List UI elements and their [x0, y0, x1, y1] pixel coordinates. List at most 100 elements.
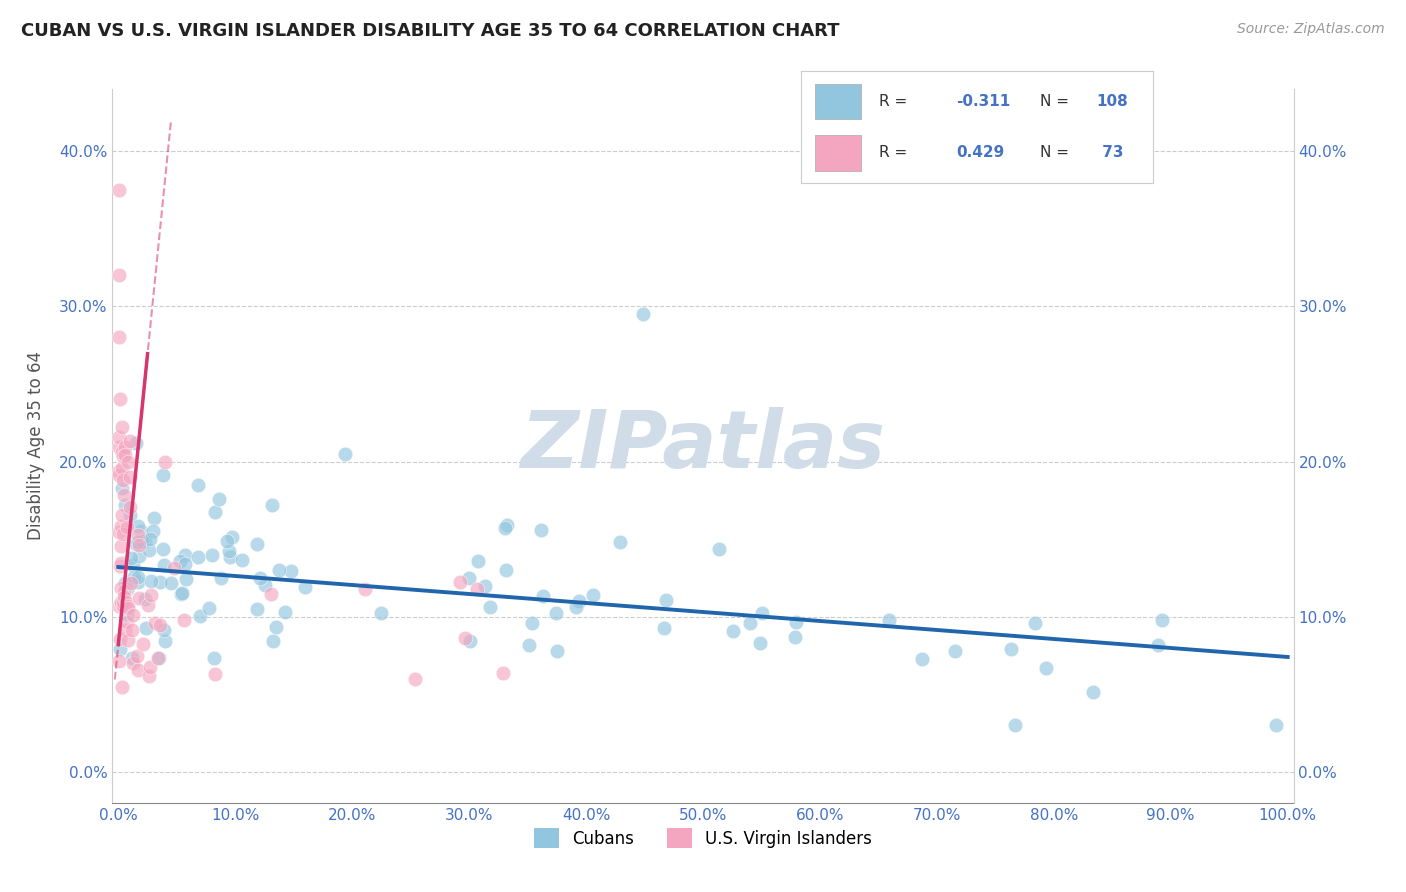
Point: [110, 581, 132, 595]
Text: Source: ZipAtlas.com: Source: ZipAtlas.com: [1237, 22, 1385, 37]
Text: N =: N =: [1040, 94, 1070, 109]
Point: [170, 586, 193, 600]
Point: [143, 615, 166, 630]
Point: [149, 618, 172, 632]
Point: [404, 672, 426, 686]
Point: [163, 561, 186, 575]
Point: [148, 650, 170, 665]
Point: [125, 537, 148, 551]
Point: [120, 508, 142, 523]
Y-axis label: Disability Age 35 to 64: Disability Age 35 to 64: [27, 351, 45, 541]
Text: R =: R =: [879, 145, 907, 161]
Point: [114, 448, 136, 462]
Point: [118, 470, 141, 484]
Point: [134, 534, 156, 549]
Point: [122, 607, 145, 622]
Point: [707, 542, 730, 557]
Point: [112, 590, 135, 604]
Point: [1265, 718, 1288, 732]
Point: [110, 420, 132, 434]
Point: [370, 607, 392, 621]
Point: [117, 632, 139, 647]
Point: [120, 550, 142, 565]
Point: [457, 571, 479, 585]
Point: [751, 607, 773, 621]
Point: [149, 574, 172, 589]
Point: [264, 620, 287, 634]
Point: [111, 473, 134, 487]
Point: [127, 535, 149, 549]
Point: [120, 434, 142, 449]
Point: [201, 549, 224, 563]
Point: [122, 657, 145, 671]
Point: [160, 576, 183, 591]
Point: [1083, 685, 1105, 699]
Point: [135, 621, 157, 635]
Text: 73: 73: [1097, 145, 1123, 161]
Point: [246, 537, 269, 551]
Point: [141, 574, 163, 588]
Point: [110, 642, 132, 657]
Point: [467, 553, 489, 567]
Point: [478, 600, 501, 615]
Point: [204, 505, 226, 519]
Point: [117, 599, 139, 613]
Point: [1004, 718, 1026, 732]
Point: [120, 575, 142, 590]
Point: [740, 615, 762, 630]
Point: [652, 621, 675, 635]
Point: [127, 569, 149, 583]
Point: [114, 440, 136, 454]
Point: [138, 669, 160, 683]
Point: [114, 575, 136, 590]
Point: [117, 582, 139, 596]
Point: [546, 644, 568, 658]
Point: [111, 599, 134, 613]
Point: [110, 392, 132, 407]
Point: [121, 650, 143, 665]
Point: [111, 449, 134, 463]
Point: [520, 615, 543, 630]
Point: [108, 632, 131, 646]
Point: [209, 571, 232, 585]
Point: [495, 563, 517, 577]
Point: [783, 631, 806, 645]
Point: [111, 481, 134, 495]
Point: [531, 589, 554, 603]
Point: [465, 582, 488, 596]
Point: [631, 307, 654, 321]
Point: [204, 666, 226, 681]
Point: [721, 624, 744, 639]
Point: [749, 636, 772, 650]
Point: [530, 523, 553, 537]
Point: [127, 528, 149, 542]
Text: 108: 108: [1097, 94, 1129, 109]
Point: [142, 511, 165, 525]
Point: [174, 558, 197, 572]
Point: [495, 517, 517, 532]
Point: [108, 599, 131, 614]
Point: [139, 532, 162, 546]
Point: [108, 467, 131, 482]
Point: [141, 588, 163, 602]
Point: [609, 534, 631, 549]
Point: [114, 624, 136, 638]
Text: -0.311: -0.311: [956, 94, 1011, 109]
Point: [117, 454, 139, 468]
Point: [152, 468, 174, 483]
Point: [108, 655, 131, 669]
Point: [152, 541, 174, 556]
Point: [187, 478, 209, 492]
Point: [246, 602, 269, 616]
Point: [114, 595, 136, 609]
Point: [125, 436, 148, 450]
Point: [115, 520, 138, 534]
Point: [111, 444, 134, 458]
Point: [785, 615, 807, 629]
Point: [458, 634, 481, 648]
Point: [128, 538, 150, 552]
Text: 0.429: 0.429: [956, 145, 1004, 161]
Point: [108, 464, 131, 478]
Text: CUBAN VS U.S. VIRGIN ISLANDER DISABILITY AGE 35 TO 64 CORRELATION CHART: CUBAN VS U.S. VIRGIN ISLANDER DISABILITY…: [21, 22, 839, 40]
Point: [153, 558, 176, 572]
